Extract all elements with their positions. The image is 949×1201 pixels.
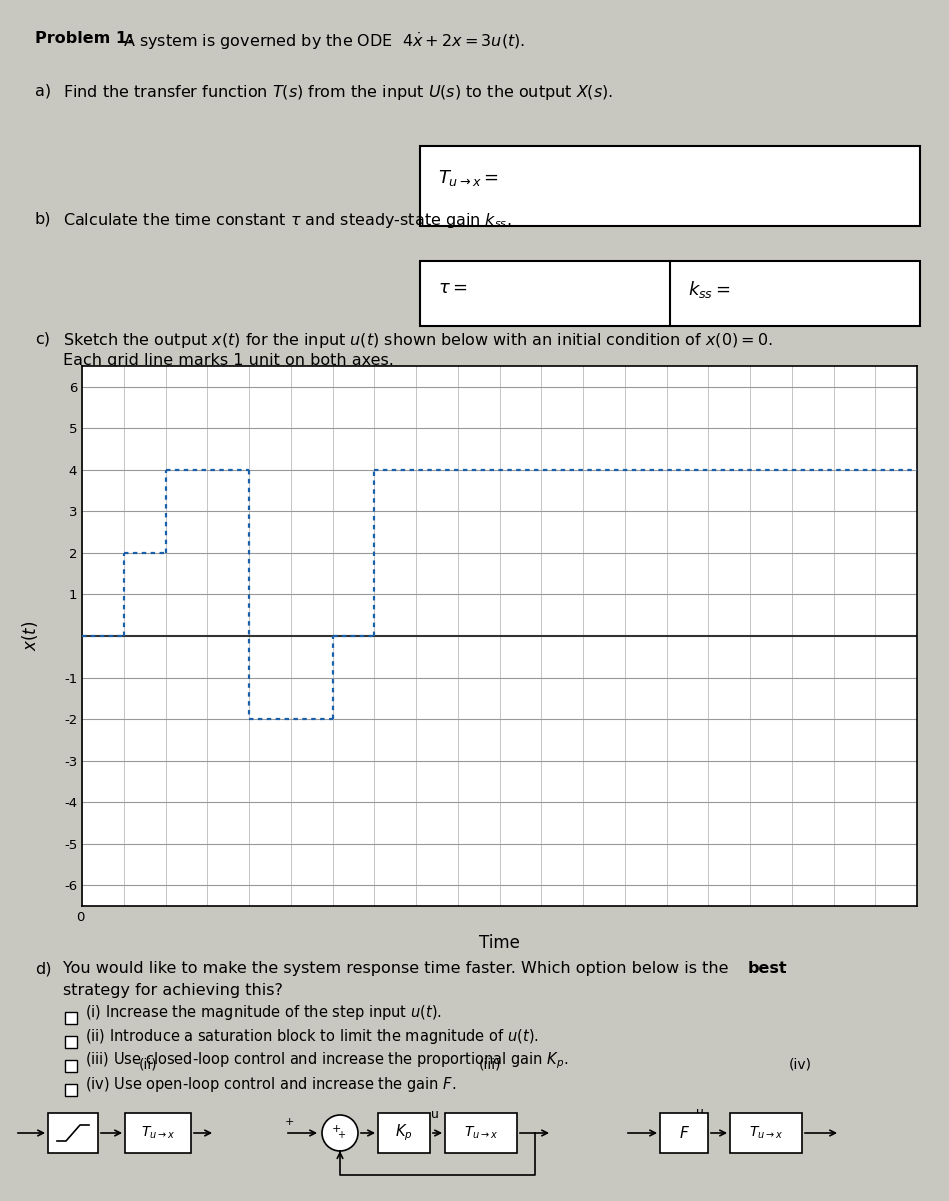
Text: (iv): (iv) bbox=[789, 1058, 811, 1072]
Text: c): c) bbox=[35, 331, 50, 346]
Bar bbox=[125, 1113, 191, 1153]
Text: $x(t)$: $x(t)$ bbox=[20, 621, 40, 651]
Text: u: u bbox=[696, 1106, 704, 1119]
Text: u: u bbox=[431, 1109, 439, 1121]
Text: $F$: $F$ bbox=[679, 1125, 690, 1141]
Text: Each grid line marks 1 unit on both axes.: Each grid line marks 1 unit on both axes… bbox=[63, 353, 394, 368]
Bar bbox=[445, 1113, 517, 1153]
Bar bbox=[65, 1085, 77, 1097]
Text: Time: Time bbox=[479, 934, 520, 952]
Text: (iv) Use open-loop control and increase the gain $F$.: (iv) Use open-loop control and increase … bbox=[85, 1076, 456, 1094]
Text: +: + bbox=[331, 1124, 341, 1134]
Text: A system is governed by the ODE  $4\dot{x} + 2x = 3u(t)$.: A system is governed by the ODE $4\dot{x… bbox=[123, 31, 525, 52]
Bar bbox=[48, 1113, 98, 1153]
Text: Sketch the output $x(t)$ for the input $u(t)$ shown below with an initial condit: Sketch the output $x(t)$ for the input $… bbox=[63, 331, 772, 349]
Text: strategy for achieving this?: strategy for achieving this? bbox=[63, 982, 283, 998]
Text: $K_p$: $K_p$ bbox=[395, 1123, 413, 1143]
Text: +: + bbox=[285, 1117, 294, 1127]
Text: Problem 1:: Problem 1: bbox=[35, 31, 134, 46]
Bar bbox=[660, 1113, 708, 1153]
Text: (ii) Introduce a saturation block to limit the magnitude of $u(t)$.: (ii) Introduce a saturation block to lim… bbox=[85, 1028, 539, 1046]
Circle shape bbox=[322, 1115, 358, 1151]
Bar bbox=[378, 1113, 430, 1153]
Text: best: best bbox=[748, 961, 788, 976]
Text: a): a) bbox=[35, 83, 51, 98]
Bar bbox=[420, 147, 920, 226]
Text: +: + bbox=[337, 1130, 345, 1140]
Text: $k_{ss} = $: $k_{ss} = $ bbox=[688, 279, 731, 300]
Text: Calculate the time constant $\tau$ and steady-state gain $k_{ss}$.: Calculate the time constant $\tau$ and s… bbox=[63, 211, 512, 231]
Text: Find the transfer function $T(s)$ from the input $U(s)$ to the output $X(s)$.: Find the transfer function $T(s)$ from t… bbox=[63, 83, 613, 102]
Bar bbox=[65, 1060, 77, 1072]
Text: $T_{u \rightarrow x}$: $T_{u \rightarrow x}$ bbox=[464, 1125, 498, 1141]
Text: d): d) bbox=[35, 961, 51, 976]
Text: 0: 0 bbox=[76, 912, 84, 924]
Bar bbox=[420, 261, 920, 325]
Text: (i) Increase the magnitude of the step input $u(t)$.: (i) Increase the magnitude of the step i… bbox=[85, 1004, 442, 1022]
Text: b): b) bbox=[35, 211, 51, 226]
Bar bbox=[730, 1113, 802, 1153]
Text: You would like to make the system response time faster. Which option below is th: You would like to make the system respon… bbox=[63, 961, 734, 976]
Text: $T_{u \rightarrow x}$: $T_{u \rightarrow x}$ bbox=[749, 1125, 783, 1141]
Bar bbox=[65, 1012, 77, 1024]
Text: (iii): (iii) bbox=[478, 1058, 501, 1072]
Bar bbox=[65, 1036, 77, 1048]
Text: $T_{u \rightarrow x} = $: $T_{u \rightarrow x} = $ bbox=[438, 168, 499, 189]
Text: $\tau = $: $\tau = $ bbox=[438, 279, 468, 297]
Text: (ii): (ii) bbox=[139, 1058, 158, 1072]
Text: (iii) Use closed-loop control and increase the proportional gain $K_p$.: (iii) Use closed-loop control and increa… bbox=[85, 1051, 568, 1071]
Text: $T_{u \rightarrow x}$: $T_{u \rightarrow x}$ bbox=[140, 1125, 176, 1141]
